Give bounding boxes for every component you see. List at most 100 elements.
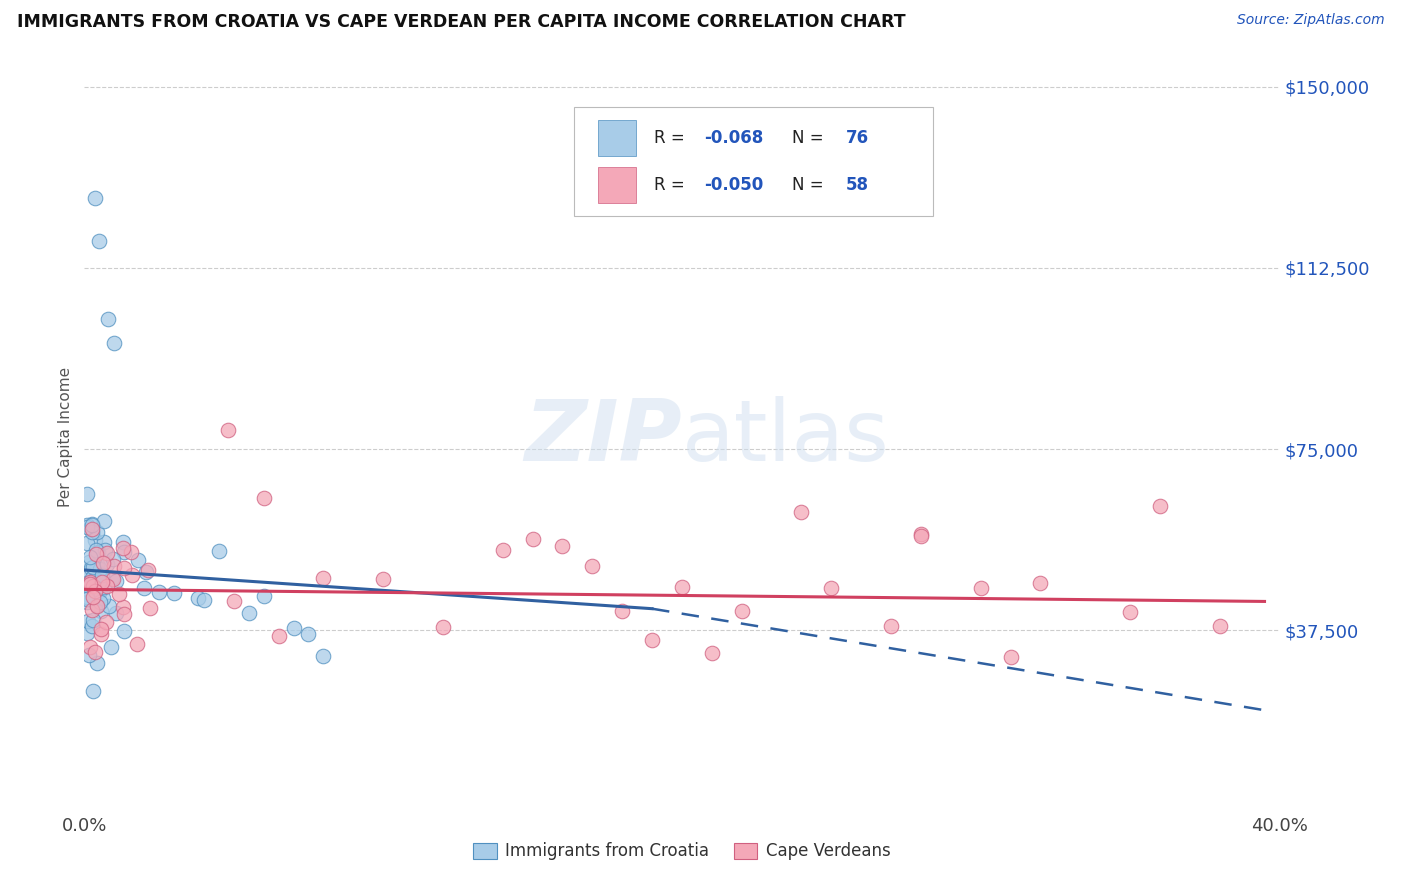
Point (93, 543, 115, 558)
Point (581, 558, 603, 573)
Point (551, 539, 574, 553)
Point (127, 553, 149, 567)
Point (700, 646, 723, 660)
Point (82, 684, 104, 698)
Point (76, 591, 98, 606)
Point (93, 556, 115, 570)
Point (103, 552, 125, 566)
Legend: Immigrants from Croatia, Cape Verdeans: Immigrants from Croatia, Cape Verdeans (467, 836, 897, 867)
Point (103, 335, 125, 350)
Point (112, 535, 135, 549)
Point (86, 598, 108, 612)
Point (297, 627, 319, 641)
Point (82, 571, 104, 585)
Point (89, 595, 111, 609)
Point (253, 491, 276, 505)
Point (82, 582, 104, 597)
Point (76, 487, 98, 501)
Point (820, 581, 842, 595)
Point (208, 544, 231, 558)
Point (163, 586, 186, 600)
Point (82, 602, 104, 616)
Point (84, 547, 107, 561)
Point (89, 562, 111, 576)
Point (373, 573, 395, 587)
Point (103, 572, 125, 586)
Text: R =: R = (654, 177, 690, 194)
Point (77, 648, 100, 663)
FancyBboxPatch shape (599, 120, 637, 156)
Point (97, 599, 120, 614)
Point (90, 566, 112, 581)
Point (90, 626, 112, 640)
Point (83, 566, 105, 581)
Point (612, 604, 634, 618)
Point (80, 525, 103, 540)
Point (132, 582, 156, 596)
Point (641, 632, 664, 647)
Point (77, 592, 100, 607)
Point (187, 591, 209, 606)
Text: R =: R = (654, 129, 690, 147)
FancyBboxPatch shape (599, 168, 637, 203)
Point (79, 576, 101, 591)
Point (90, 604, 112, 618)
Text: N =: N = (792, 129, 828, 147)
Text: N =: N = (792, 177, 828, 194)
Point (80, 516, 103, 531)
Point (1149, 499, 1171, 513)
Text: atlas: atlas (682, 395, 890, 479)
Point (82, 579, 104, 593)
Point (970, 581, 993, 595)
Point (790, 505, 813, 519)
Point (80, 560, 103, 574)
Point (93, 580, 115, 594)
Point (86, 656, 108, 670)
Point (222, 593, 245, 607)
Point (104, 574, 127, 588)
Point (84, 573, 107, 587)
Point (82, 590, 104, 604)
Point (193, 593, 215, 607)
Point (79, 574, 101, 589)
Point (93, 534, 115, 549)
Point (86, 557, 108, 571)
Point (139, 601, 162, 615)
Point (86, 524, 108, 539)
Point (89, 235, 111, 249)
Point (89, 578, 111, 592)
Point (77, 555, 100, 569)
Point (121, 567, 143, 582)
Point (112, 624, 135, 638)
Point (910, 529, 932, 543)
Point (1119, 605, 1142, 619)
Point (283, 621, 305, 635)
Point (84, 533, 107, 548)
Point (82, 613, 104, 627)
Point (120, 545, 142, 559)
Point (253, 589, 276, 603)
Point (1029, 575, 1052, 590)
Point (731, 604, 754, 618)
Point (79, 640, 101, 654)
Point (880, 619, 903, 633)
Point (76, 535, 98, 549)
Point (87, 545, 110, 559)
Text: 76: 76 (845, 129, 869, 147)
Point (432, 620, 454, 634)
Point (312, 648, 335, 663)
Point (76, 581, 98, 595)
Point (111, 541, 134, 555)
Point (103, 558, 125, 573)
Point (522, 532, 544, 546)
Text: IMMIGRANTS FROM CROATIA VS CAPE VERDEAN PER CAPITA INCOME CORRELATION CHART: IMMIGRANTS FROM CROATIA VS CAPE VERDEAN … (17, 13, 905, 31)
Text: -0.050: -0.050 (704, 177, 763, 194)
Point (90, 622, 112, 636)
Point (94, 615, 117, 629)
Point (76, 590, 98, 604)
Text: Source: ZipAtlas.com: Source: ZipAtlas.com (1237, 13, 1385, 28)
Point (97, 311, 120, 326)
Point (96, 546, 118, 560)
Point (83, 583, 105, 598)
Point (79, 549, 101, 564)
